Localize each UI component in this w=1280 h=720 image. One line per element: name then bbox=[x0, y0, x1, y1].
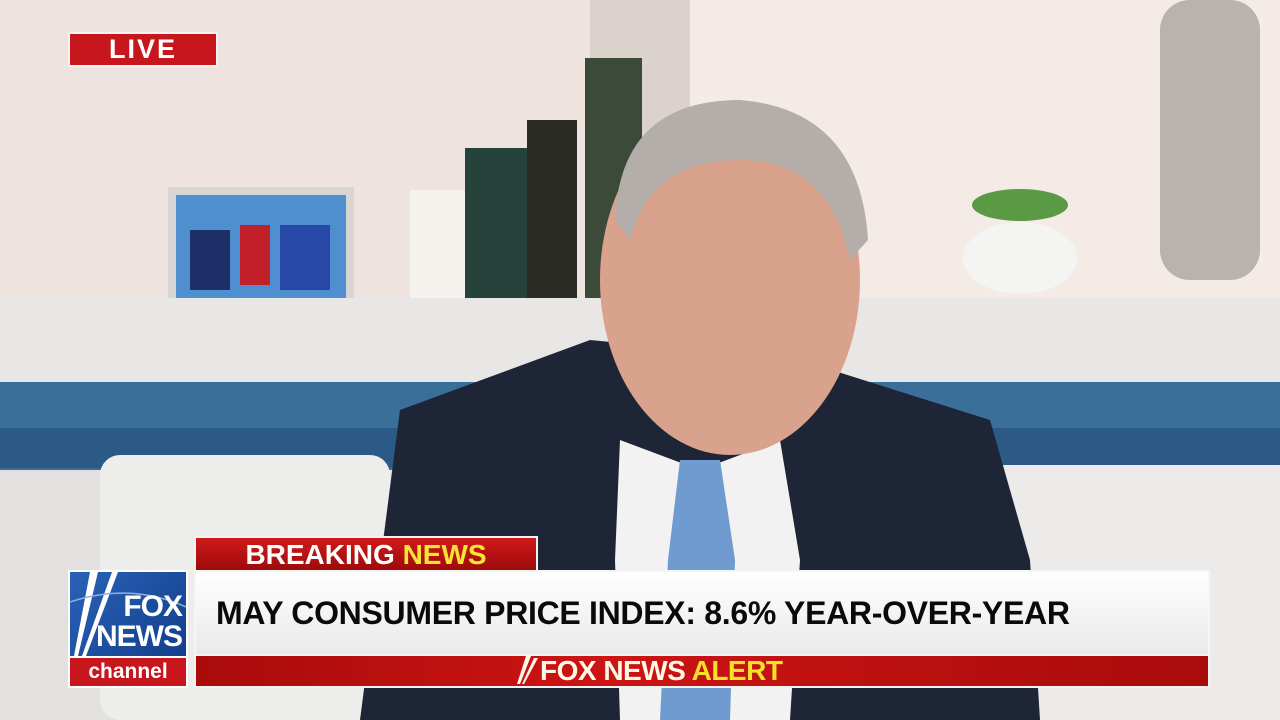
logo-channel-text: channel bbox=[70, 658, 186, 686]
searchlight-icon bbox=[70, 572, 186, 656]
alert-text: FOX NEWS ALERT bbox=[516, 655, 783, 686]
alert-word: ALERT bbox=[691, 655, 783, 686]
news-label: NEWS bbox=[402, 539, 487, 570]
searchlight-icon bbox=[517, 656, 538, 684]
fox-news-alert-bar: FOX NEWS ALERT bbox=[194, 656, 1210, 688]
alert-fox-news: FOX NEWS bbox=[540, 655, 686, 686]
headline-bar: MAY CONSUMER PRICE INDEX: 8.6% YEAR-OVER… bbox=[194, 570, 1210, 656]
photo-frame bbox=[168, 187, 354, 311]
live-badge: LIVE bbox=[68, 32, 218, 67]
fox-news-channel-logo: FOX NEWS channel bbox=[68, 570, 188, 688]
headline-text: MAY CONSUMER PRICE INDEX: 8.6% YEAR-OVER… bbox=[216, 595, 1070, 631]
logo-fox-text: FOX bbox=[123, 590, 183, 623]
logo-news-text: NEWS bbox=[96, 620, 183, 653]
breaking-news-banner: BREAKING NEWS bbox=[194, 536, 538, 570]
logo-blue-panel: FOX NEWS bbox=[70, 572, 186, 656]
breaking-label: BREAKING bbox=[245, 539, 395, 570]
